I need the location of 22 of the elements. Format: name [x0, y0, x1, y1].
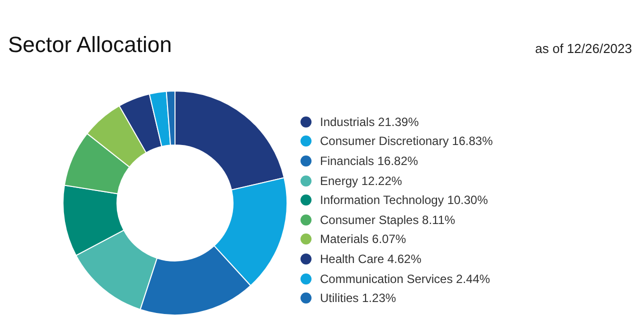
- legend-label: Consumer Discretionary: [320, 134, 449, 148]
- legend-label: Financials: [320, 154, 374, 168]
- legend-label: Information Technology: [320, 193, 444, 208]
- data-label: 10.30%: [447, 193, 488, 208]
- data-label: 4.62%: [387, 252, 422, 266]
- data-label: 16.82%: [377, 154, 418, 168]
- data-label: 2.44%: [456, 272, 490, 286]
- legend-label: Health Care: [320, 252, 384, 266]
- legend-label: Consumer Staples: [320, 212, 419, 227]
- text: as of 12/26/2023: [535, 41, 632, 56]
- data-label: 16.83%: [452, 134, 493, 148]
- data-label: 6.07%: [372, 232, 406, 246]
- data-label: 12.22%: [361, 174, 402, 188]
- legend-label: Communication Services: [320, 272, 453, 286]
- legend-label: Energy: [320, 174, 358, 188]
- legend-label: Utilities: [320, 291, 359, 306]
- data-label: 21.39%: [378, 114, 419, 129]
- data-label: 1.23%: [362, 291, 396, 306]
- data-label: 8.11%: [422, 212, 456, 227]
- legend-label: Materials: [320, 232, 369, 246]
- chart-title: Sector Allocation: [8, 32, 172, 58]
- legend-label: Industrials: [320, 114, 375, 129]
